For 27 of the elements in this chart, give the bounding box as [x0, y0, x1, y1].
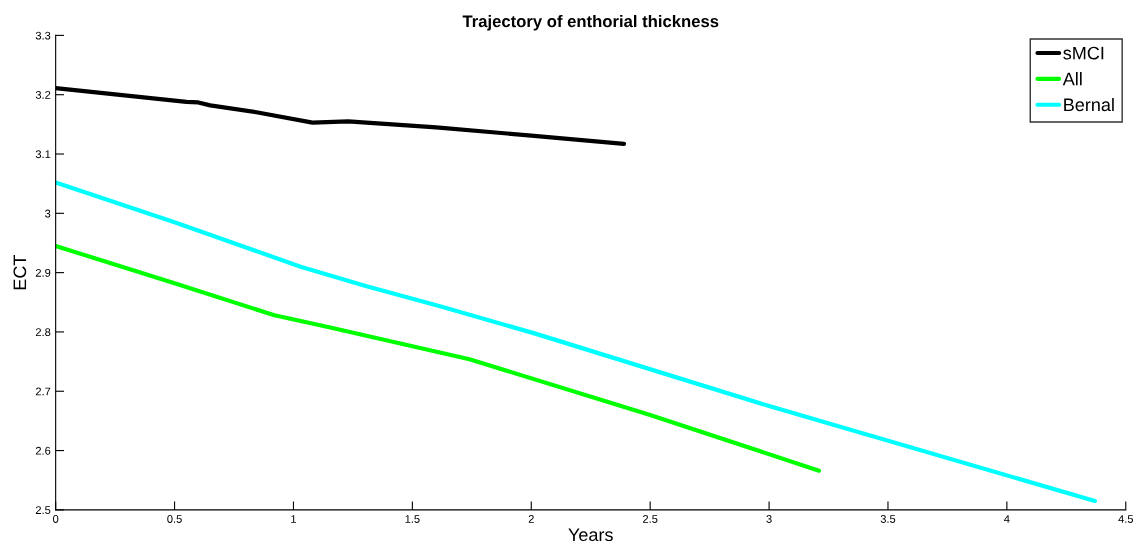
chart-title: Trajectory of enthorial thickness — [462, 14, 719, 31]
x-tick-label: 4 — [1004, 515, 1010, 523]
legend-label: sMCI — [1063, 46, 1104, 60]
y-tick-label: 2.8 — [35, 328, 51, 337]
y-tick-label: 3 — [45, 209, 51, 218]
y-tick-label: 2.5 — [35, 506, 51, 514]
y-tick-label: 2.9 — [35, 268, 51, 277]
x-tick-label: 4.5 — [1118, 515, 1134, 523]
y-axis-title: ECT — [13, 254, 27, 290]
y-tick-label: 2.7 — [35, 387, 51, 396]
line-series — [55, 180, 1097, 504]
legend-label: All — [1062, 72, 1082, 86]
x-tick-label: 3 — [766, 515, 772, 523]
x-tick-label: 0.5 — [167, 515, 182, 523]
legend-label: Bernal — [1064, 97, 1114, 112]
y-tick-label: 3.1 — [35, 150, 51, 159]
x-tick-label: 2.5 — [643, 515, 658, 523]
x-tick-label: 0 — [53, 515, 59, 523]
line-series — [55, 243, 822, 473]
y-tick-label: 2.6 — [35, 446, 51, 455]
x-axis-title: Years — [568, 528, 613, 542]
x-tick-label: 1.5 — [405, 515, 420, 523]
y-tick-label: 3.3 — [35, 31, 51, 40]
x-tick-label: 1 — [291, 515, 297, 523]
y-tick-label: 3.2 — [35, 90, 51, 99]
x-tick-label: 2 — [528, 515, 534, 523]
x-tick-label: 3.5 — [880, 515, 896, 523]
